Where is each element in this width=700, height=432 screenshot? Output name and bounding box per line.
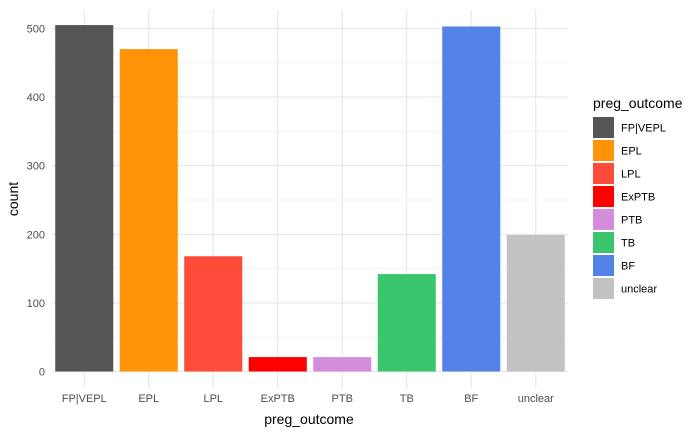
legend-label: FP|VEPL [621,123,666,135]
legend-key [593,232,614,253]
x-tick-label: EPL [138,393,159,405]
x-axis-ticks: FP|VEPL EPL LPL ExPTB PTB TB BF unclear [62,393,554,405]
x-tick-label: PTB [332,393,353,405]
legend-key [593,140,614,161]
legend: preg_outcome FP|VEPL EPL LPL ExPTB PTB TB BF un… [593,95,683,299]
legend-label: unclear [621,284,657,296]
y-tick-label: 100 [27,298,45,310]
bar-exptb [248,357,307,372]
legend-key [593,117,614,138]
bar-tb [377,274,436,372]
legend-label: PTB [621,215,642,227]
legend-label: LPL [621,169,641,181]
legend-key [593,186,614,207]
bar-epl [119,49,178,372]
y-tick-label: 200 [27,229,45,241]
x-tick-label: ExPTB [261,393,295,405]
bar-bf [442,26,501,372]
y-tick-label: 300 [27,161,45,173]
legend-title: preg_outcome [593,95,683,111]
legend-label: BF [621,261,635,273]
legend-key [593,255,614,276]
bar-lpl [184,256,243,372]
bars [55,25,565,372]
bar-unclear [506,234,565,372]
legend-key [593,163,614,184]
x-tick-label: LPL [203,393,223,405]
legend-label: EPL [621,146,642,158]
x-tick-label: unclear [518,393,554,405]
x-tick-label: BF [464,393,478,405]
bar-fp-vepl [55,25,114,372]
y-tick-label: 500 [27,24,45,36]
y-axis-title: count [5,182,21,216]
legend-key [593,278,614,299]
legend-label: ExPTB [621,192,655,204]
bar-ptb [313,357,372,372]
y-tick-label: 400 [27,92,45,104]
legend-label: TB [621,238,635,250]
x-tick-label: TB [400,393,414,405]
y-axis-ticks: 0 100 200 300 400 500 [27,24,45,379]
x-axis-title: preg_outcome [264,411,354,427]
legend-key [593,209,614,230]
x-tick-label: FP|VEPL [62,393,107,405]
y-tick-label: 0 [39,367,45,379]
